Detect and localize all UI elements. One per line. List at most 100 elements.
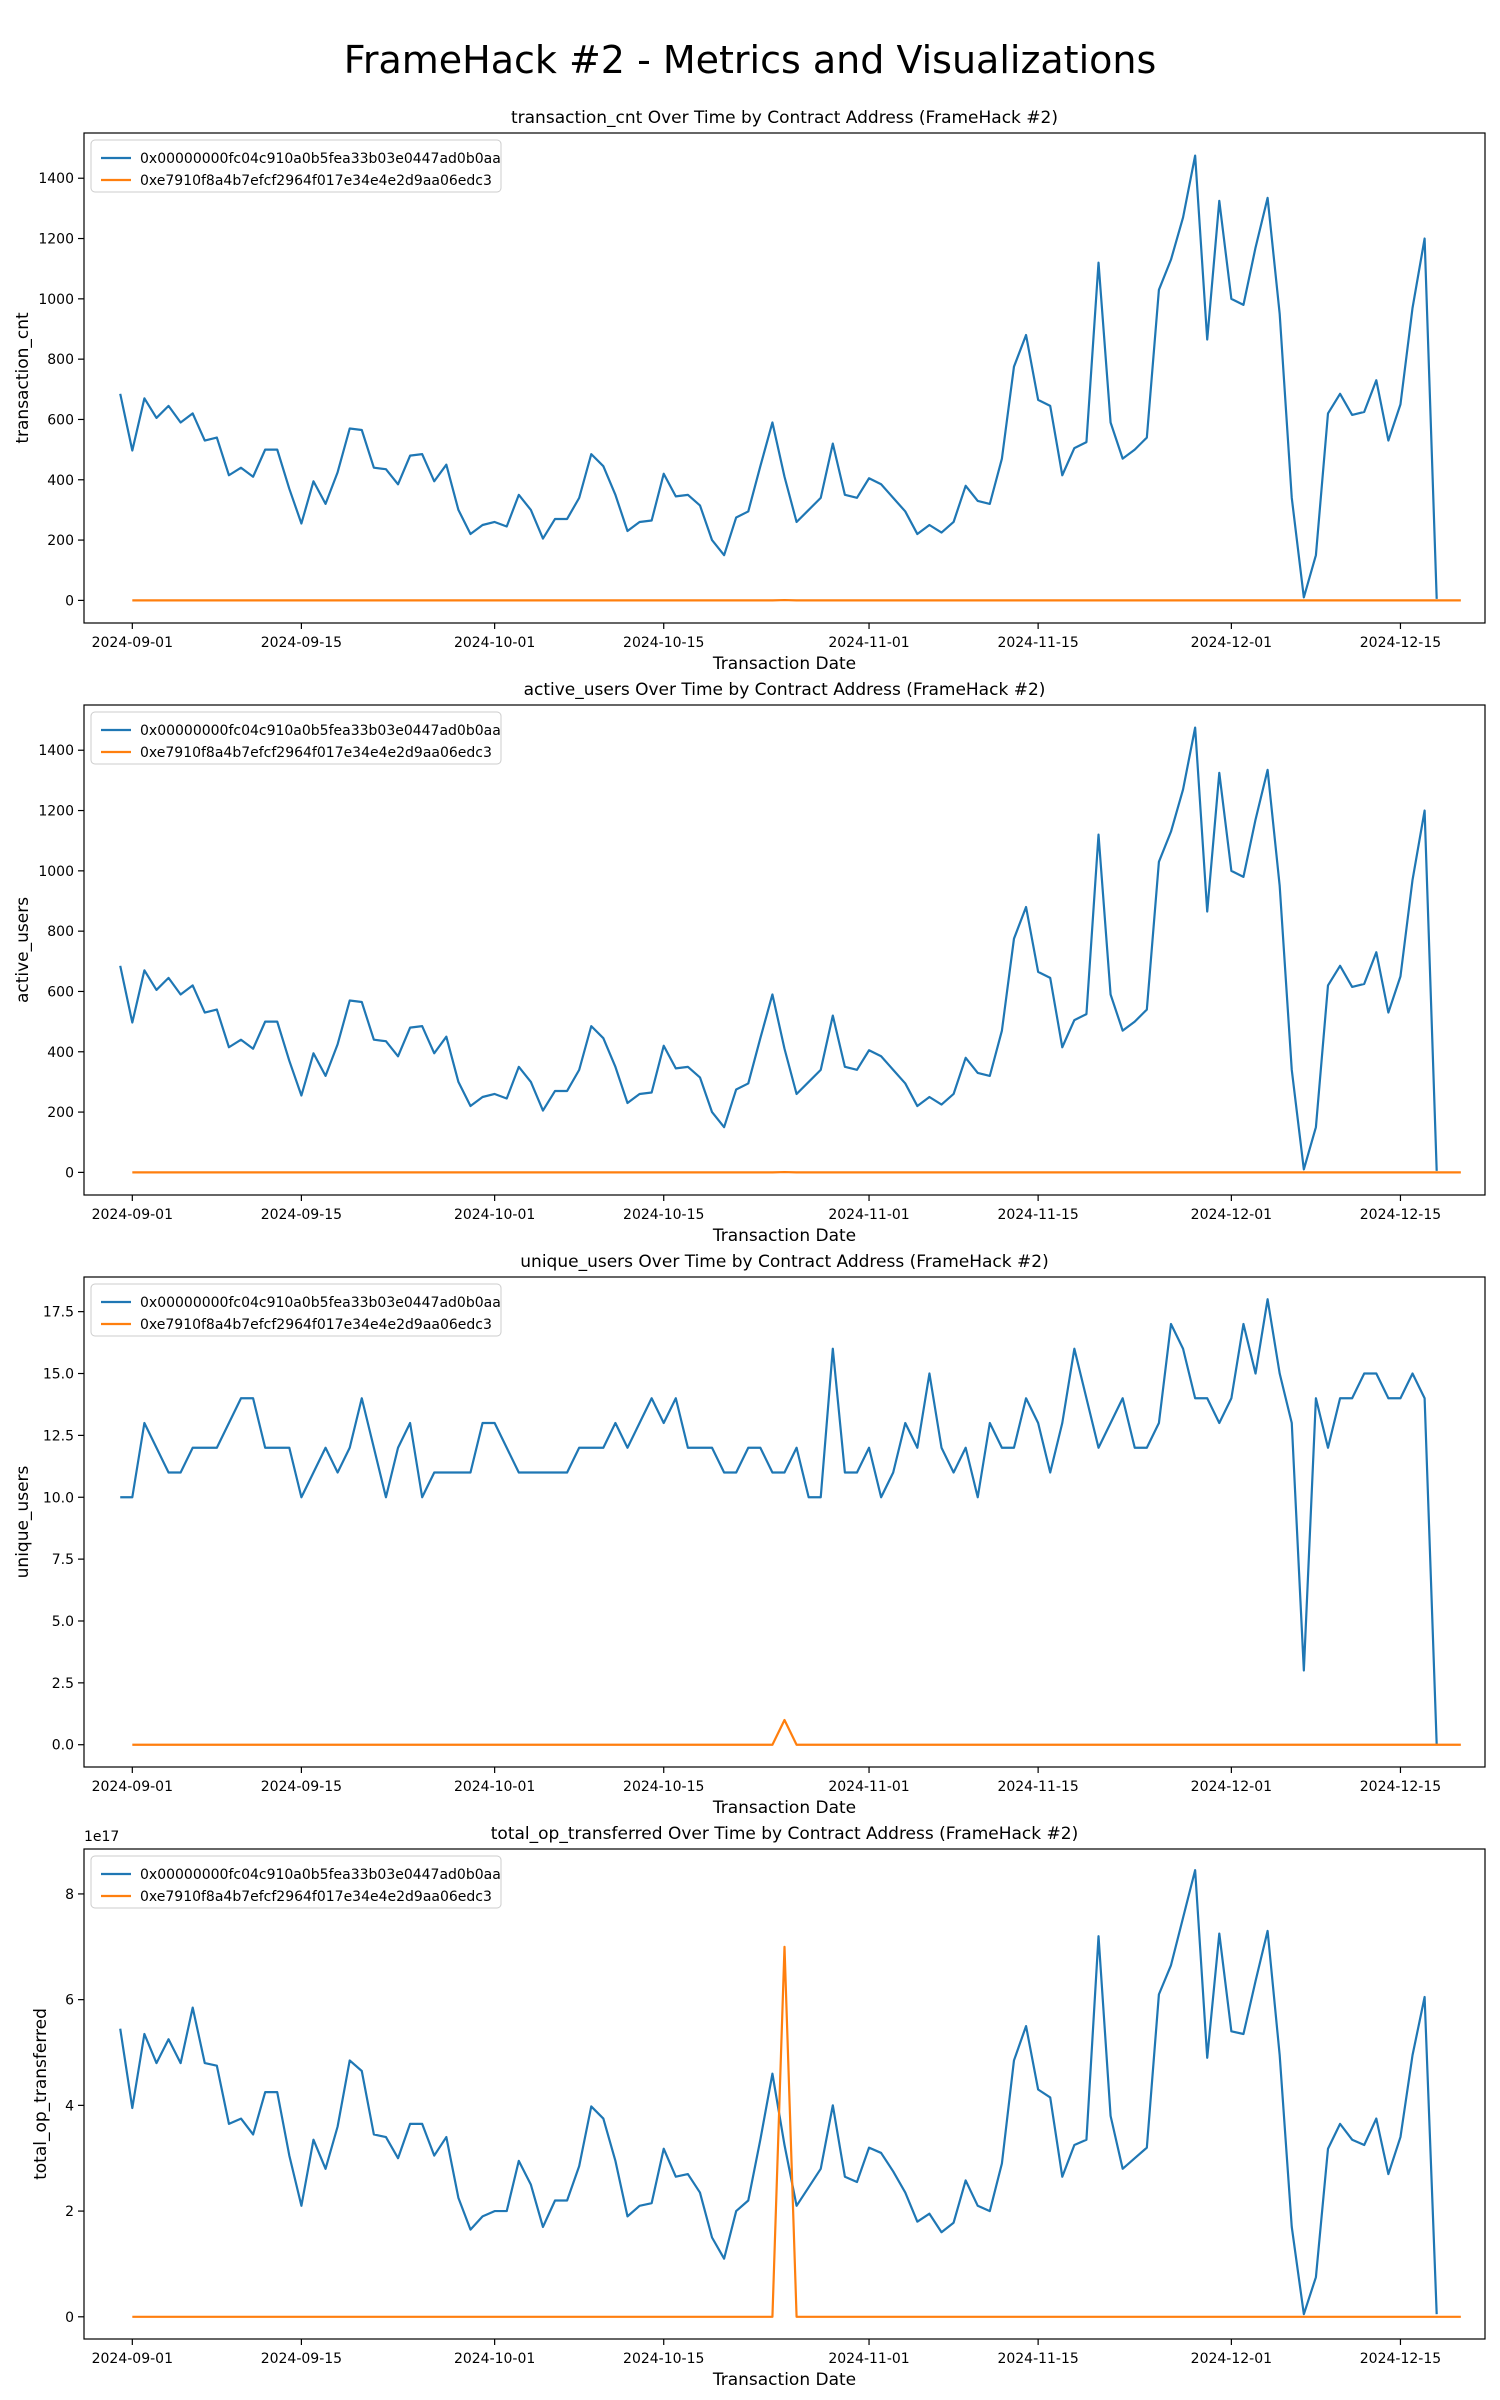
y-tick-label: 4 bbox=[65, 2098, 74, 2114]
y-tick-label: 17.5 bbox=[43, 1305, 74, 1321]
x-tick-label: 2024-10-01 bbox=[454, 1779, 535, 1795]
x-tick-label: 2024-10-01 bbox=[454, 635, 535, 651]
y-tick-label: 1200 bbox=[38, 804, 74, 820]
x-tick-label: 2024-12-01 bbox=[1191, 1779, 1272, 1795]
x-tick-label: 2024-12-15 bbox=[1360, 635, 1441, 651]
x-tick-label: 2024-09-01 bbox=[92, 1207, 173, 1223]
legend-label: 0xe7910f8a4b7efcf2964f017e34e4e2d9aa06ed… bbox=[140, 173, 492, 189]
legend-label: 0x00000000fc04c910a0b5fea33b03e0447ad0b0… bbox=[140, 1867, 501, 1883]
x-tick-label: 2024-11-01 bbox=[828, 1779, 909, 1795]
x-tick-label: 2024-11-15 bbox=[997, 1207, 1078, 1223]
legend-label: 0xe7910f8a4b7efcf2964f017e34e4e2d9aa06ed… bbox=[140, 1889, 492, 1905]
y-tick-label: 400 bbox=[47, 473, 74, 489]
y-tick-label: 2.5 bbox=[52, 1676, 74, 1692]
y-tick-label: 1200 bbox=[38, 232, 74, 248]
x-tick-label: 2024-10-01 bbox=[454, 2351, 535, 2367]
x-tick-label: 2024-09-01 bbox=[92, 635, 173, 651]
x-tick-label: 2024-10-01 bbox=[454, 1207, 535, 1223]
legend: 0x00000000fc04c910a0b5fea33b03e0447ad0b0… bbox=[90, 139, 502, 193]
x-tick-label: 2024-11-15 bbox=[997, 2351, 1078, 2367]
x-tick-label: 2024-12-01 bbox=[1191, 2351, 1272, 2367]
x-axis-label: Transaction Date bbox=[712, 1798, 856, 1818]
y-tick-label: 0.0 bbox=[52, 1738, 74, 1754]
y-tick-label: 800 bbox=[47, 924, 74, 940]
y-tick-label: 200 bbox=[47, 1105, 74, 1121]
chart-3: unique_users Over Time by Contract Addre… bbox=[13, 1252, 1486, 1818]
y-tick-label: 5.0 bbox=[52, 1614, 74, 1630]
x-tick-label: 2024-09-01 bbox=[92, 2351, 173, 2367]
legend-box bbox=[90, 1855, 502, 1909]
chart-title: transaction_cnt Over Time by Contract Ad… bbox=[511, 108, 1058, 128]
series-line-1 bbox=[119, 154, 1438, 599]
x-tick-label: 2024-12-15 bbox=[1360, 1207, 1441, 1223]
axes-frame bbox=[83, 1276, 1486, 1768]
y-tick-label: 1000 bbox=[38, 292, 74, 308]
y-offset-label: 1e17 bbox=[84, 1829, 119, 1845]
x-tick-label: 2024-12-01 bbox=[1191, 1207, 1272, 1223]
series-line-1 bbox=[119, 1869, 1438, 2316]
legend-label: 0x00000000fc04c910a0b5fea33b03e0447ad0b0… bbox=[140, 723, 501, 739]
chart-1: transaction_cnt Over Time by Contract Ad… bbox=[13, 108, 1486, 674]
x-tick-label: 2024-12-01 bbox=[1191, 635, 1272, 651]
x-tick-label: 2024-09-01 bbox=[92, 1779, 173, 1795]
y-axis-label: unique_users bbox=[13, 1465, 33, 1578]
chart-title: total_op_transferred Over Time by Contra… bbox=[491, 1824, 1078, 1844]
series-line-2 bbox=[132, 1718, 1461, 1746]
y-tick-label: 800 bbox=[47, 352, 74, 368]
x-tick-label: 2024-10-15 bbox=[623, 1779, 704, 1795]
y-tick-label: 12.5 bbox=[43, 1428, 74, 1444]
legend: 0x00000000fc04c910a0b5fea33b03e0447ad0b0… bbox=[90, 1855, 502, 1909]
y-tick-label: 0 bbox=[65, 2310, 74, 2326]
y-axis-label: transaction_cnt bbox=[13, 312, 33, 444]
y-tick-label: 8 bbox=[65, 1887, 74, 1903]
y-tick-label: 600 bbox=[47, 412, 74, 428]
y-axis-label: total_op_transferred bbox=[31, 2008, 51, 2180]
legend-label: 0x00000000fc04c910a0b5fea33b03e0447ad0b0… bbox=[140, 1295, 501, 1311]
y-tick-label: 10.0 bbox=[43, 1490, 74, 1506]
x-tick-label: 2024-09-15 bbox=[261, 1207, 342, 1223]
y-axis-label: active_users bbox=[13, 897, 33, 1003]
x-tick-label: 2024-09-15 bbox=[261, 1779, 342, 1795]
legend-box bbox=[90, 711, 502, 765]
y-tick-label: 600 bbox=[47, 984, 74, 1000]
y-tick-label: 200 bbox=[47, 533, 74, 549]
y-tick-label: 1400 bbox=[38, 743, 74, 759]
chart-title: unique_users Over Time by Contract Addre… bbox=[520, 1252, 1048, 1272]
legend-label: 0x00000000fc04c910a0b5fea33b03e0447ad0b0… bbox=[140, 151, 501, 167]
y-tick-label: 1400 bbox=[38, 171, 74, 187]
axes-frame bbox=[83, 132, 1486, 624]
y-tick-label: 2 bbox=[65, 2204, 74, 2220]
legend-label: 0xe7910f8a4b7efcf2964f017e34e4e2d9aa06ed… bbox=[140, 1317, 492, 1333]
x-tick-label: 2024-12-15 bbox=[1360, 1779, 1441, 1795]
x-tick-label: 2024-10-15 bbox=[623, 1207, 704, 1223]
figure-title: FrameHack #2 - Metrics and Visualization… bbox=[343, 38, 1157, 82]
x-tick-label: 2024-11-15 bbox=[997, 635, 1078, 651]
legend-box bbox=[90, 1283, 502, 1337]
x-tick-label: 2024-11-01 bbox=[828, 1207, 909, 1223]
chart-2: active_users Over Time by Contract Addre… bbox=[13, 680, 1486, 1246]
chart-4: total_op_transferred Over Time by Contra… bbox=[31, 1824, 1486, 2390]
y-tick-label: 15.0 bbox=[43, 1367, 74, 1383]
x-tick-label: 2024-09-15 bbox=[261, 2351, 342, 2367]
y-tick-label: 0 bbox=[65, 1165, 74, 1181]
x-tick-label: 2024-09-15 bbox=[261, 635, 342, 651]
x-tick-label: 2024-11-01 bbox=[828, 2351, 909, 2367]
y-tick-label: 1000 bbox=[38, 864, 74, 880]
x-axis-label: Transaction Date bbox=[712, 2370, 856, 2390]
series-line-2 bbox=[132, 1945, 1461, 2318]
x-axis-label: Transaction Date bbox=[712, 1226, 856, 1246]
axes-frame bbox=[83, 1848, 1486, 2340]
legend-label: 0xe7910f8a4b7efcf2964f017e34e4e2d9aa06ed… bbox=[140, 745, 492, 761]
chart-title: active_users Over Time by Contract Addre… bbox=[524, 680, 1046, 700]
series-line-1 bbox=[120, 1298, 1438, 1745]
axes-frame bbox=[83, 704, 1486, 1196]
y-tick-label: 6 bbox=[65, 1993, 74, 2009]
x-tick-label: 2024-12-15 bbox=[1360, 2351, 1441, 2367]
x-tick-label: 2024-10-15 bbox=[623, 2351, 704, 2367]
legend-box bbox=[90, 139, 502, 193]
x-tick-label: 2024-10-15 bbox=[623, 635, 704, 651]
y-tick-label: 400 bbox=[47, 1045, 74, 1061]
y-tick-label: 7.5 bbox=[52, 1552, 74, 1568]
